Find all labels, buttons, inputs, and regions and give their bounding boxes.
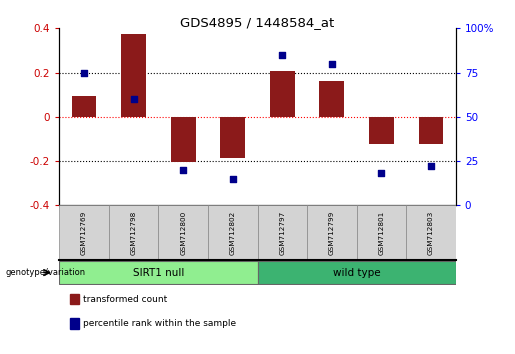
Point xyxy=(377,171,386,176)
Bar xyxy=(59,205,109,260)
Point xyxy=(328,61,336,67)
Text: GSM712799: GSM712799 xyxy=(329,211,335,255)
Text: GSM712798: GSM712798 xyxy=(131,211,136,255)
Text: GDS4895 / 1448584_at: GDS4895 / 1448584_at xyxy=(180,16,335,29)
Bar xyxy=(369,117,394,144)
Bar xyxy=(59,261,258,285)
Bar xyxy=(220,117,245,158)
Bar xyxy=(307,205,356,260)
Text: GSM712802: GSM712802 xyxy=(230,211,236,255)
Bar xyxy=(171,117,196,162)
Point xyxy=(229,176,237,182)
Bar xyxy=(109,205,159,260)
Bar xyxy=(419,117,443,144)
Bar xyxy=(406,205,456,260)
Text: percentile rank within the sample: percentile rank within the sample xyxy=(83,319,236,328)
Bar xyxy=(319,81,344,117)
Text: GSM712803: GSM712803 xyxy=(428,211,434,255)
Bar xyxy=(121,34,146,117)
Text: GSM712769: GSM712769 xyxy=(81,211,87,255)
Bar xyxy=(270,72,295,117)
Text: GSM712797: GSM712797 xyxy=(279,211,285,255)
Point xyxy=(427,164,435,169)
Point xyxy=(80,70,88,75)
Bar xyxy=(72,96,96,117)
Point xyxy=(278,52,286,58)
Text: transformed count: transformed count xyxy=(83,295,167,304)
Bar xyxy=(159,205,208,260)
Bar xyxy=(356,205,406,260)
Text: genotype/variation: genotype/variation xyxy=(5,268,85,277)
Text: wild type: wild type xyxy=(333,268,381,278)
Text: GSM712800: GSM712800 xyxy=(180,211,186,255)
Bar xyxy=(258,205,307,260)
Text: SIRT1 null: SIRT1 null xyxy=(133,268,184,278)
Bar xyxy=(208,205,258,260)
Point xyxy=(129,96,138,102)
Point xyxy=(179,167,187,173)
Text: GSM712801: GSM712801 xyxy=(379,211,384,255)
Bar xyxy=(258,261,456,285)
